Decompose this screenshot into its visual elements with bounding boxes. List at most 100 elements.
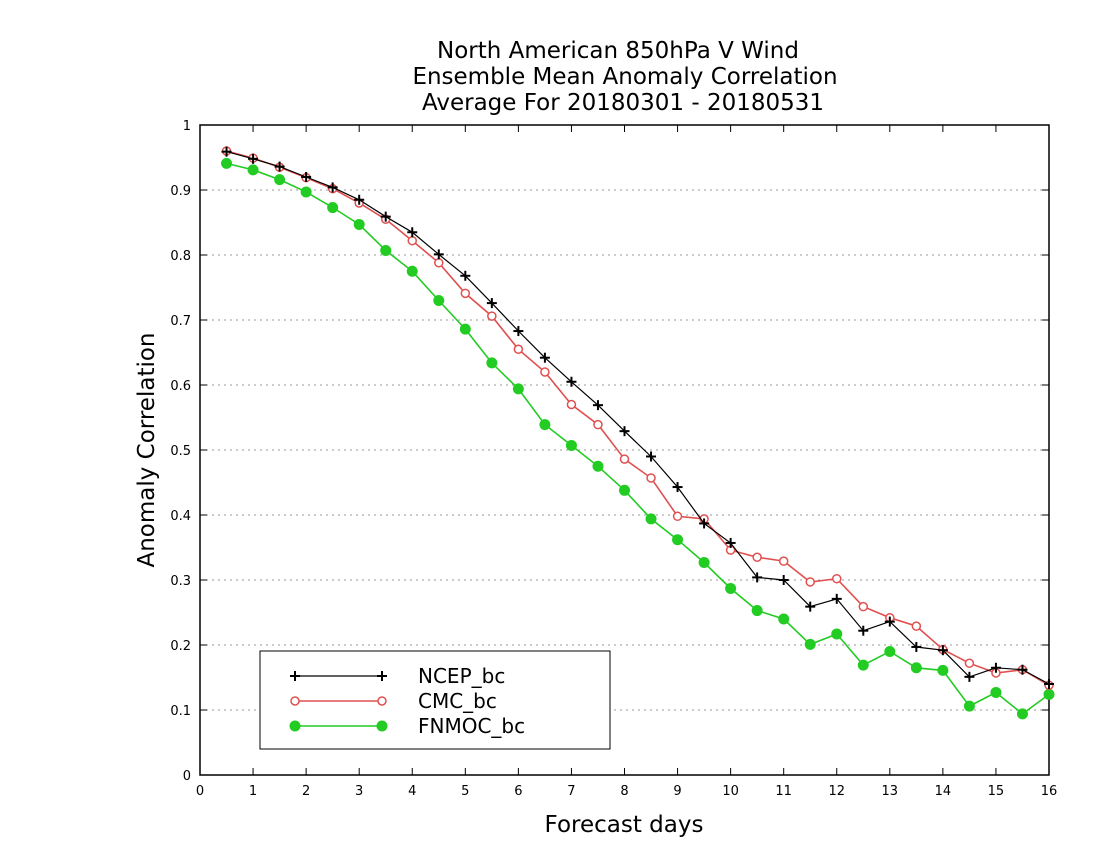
data-point bbox=[884, 616, 895, 627]
data-point bbox=[407, 227, 418, 238]
data-point bbox=[300, 186, 312, 198]
series-line bbox=[226, 162, 1050, 715]
title-line-1: North American 850hPa V Wind bbox=[437, 38, 799, 64]
data-point bbox=[990, 686, 1002, 698]
legend-entry-fnmoc-bc: FNMOC_bc bbox=[289, 714, 525, 738]
data-point bbox=[1043, 688, 1055, 700]
x-tick-label: 5 bbox=[461, 784, 469, 799]
data-point bbox=[805, 601, 816, 612]
x-tick-label: 12 bbox=[828, 784, 845, 799]
data-point bbox=[248, 153, 259, 164]
data-point bbox=[964, 671, 975, 682]
x-tick-label: 8 bbox=[620, 784, 628, 799]
data-point bbox=[911, 641, 922, 652]
data-point bbox=[646, 451, 657, 462]
data-point bbox=[377, 696, 387, 706]
title-line-2: Ensemble Mean Anomaly Correlation bbox=[412, 64, 837, 90]
grid bbox=[200, 189, 1049, 711]
x-tick-label: 14 bbox=[935, 784, 952, 799]
x-tick-label: 13 bbox=[882, 784, 899, 799]
legend-box bbox=[259, 650, 611, 750]
data-point bbox=[858, 601, 869, 612]
legend-label: CMC_bc bbox=[418, 689, 497, 713]
data-point bbox=[290, 696, 300, 706]
data-point bbox=[725, 582, 737, 594]
data-point bbox=[911, 621, 922, 631]
data-point bbox=[884, 646, 896, 657]
data-point bbox=[406, 265, 418, 277]
legend-label: NCEP_bc bbox=[418, 664, 505, 688]
data-point bbox=[752, 572, 763, 583]
data-point bbox=[434, 258, 444, 268]
data-point bbox=[433, 295, 445, 306]
data-point bbox=[858, 625, 869, 636]
data-point bbox=[857, 659, 869, 671]
data-point bbox=[672, 511, 683, 522]
series-line bbox=[226, 150, 1050, 686]
x-tick-label: 0 bbox=[196, 784, 204, 799]
data-point bbox=[592, 460, 604, 472]
y-tick-label: 0 bbox=[183, 769, 191, 784]
data-point bbox=[380, 211, 391, 222]
data-point bbox=[221, 157, 233, 169]
legend-entry-cmc-bc: CMC_bc bbox=[290, 689, 497, 713]
x-tick-label: 15 bbox=[988, 784, 1005, 799]
y-tick-label: 0.1 bbox=[170, 704, 191, 719]
data-point bbox=[752, 552, 762, 562]
data-point bbox=[513, 344, 524, 354]
data-point bbox=[963, 700, 975, 712]
data-point bbox=[593, 419, 603, 430]
data-point bbox=[354, 194, 365, 205]
series-ncep-bc bbox=[221, 146, 1054, 689]
data-point bbox=[1044, 679, 1054, 689]
data-point bbox=[831, 628, 843, 640]
data-point bbox=[377, 671, 387, 681]
x-axis-label: Forecast days bbox=[545, 812, 704, 838]
data-point bbox=[301, 172, 312, 182]
series-layer bbox=[221, 146, 1055, 720]
data-point bbox=[1016, 708, 1028, 720]
data-point bbox=[619, 426, 630, 437]
data-point bbox=[539, 419, 551, 431]
data-point bbox=[699, 518, 710, 529]
data-point bbox=[407, 235, 417, 246]
y-tick-label: 0.7 bbox=[170, 314, 191, 329]
data-point bbox=[274, 161, 285, 172]
data-point bbox=[290, 671, 300, 681]
data-point bbox=[804, 638, 816, 650]
data-point bbox=[778, 575, 789, 585]
data-point bbox=[539, 352, 550, 363]
data-point bbox=[698, 556, 710, 568]
data-point bbox=[832, 573, 842, 584]
x-tick-label: 7 bbox=[567, 784, 575, 799]
y-tick-label: 0.6 bbox=[170, 379, 191, 394]
legend-entry-ncep-bc: NCEP_bc bbox=[290, 664, 505, 688]
data-point bbox=[380, 244, 392, 256]
data-point bbox=[645, 513, 657, 525]
data-point bbox=[751, 605, 763, 617]
data-point bbox=[831, 593, 842, 604]
data-point bbox=[221, 146, 232, 157]
data-point bbox=[964, 658, 975, 668]
data-point bbox=[1017, 664, 1028, 675]
data-point bbox=[910, 662, 922, 674]
data-point bbox=[646, 473, 656, 483]
y-axis-label: Anomaly Correlation bbox=[134, 332, 160, 567]
data-point bbox=[460, 270, 471, 281]
series-line bbox=[226, 151, 1050, 685]
y-tick-label: 0.8 bbox=[170, 249, 191, 264]
data-point bbox=[990, 662, 1001, 673]
chart-title: North American 850hPa V Wind Ensemble Me… bbox=[412, 38, 837, 116]
series-fnmoc-bc bbox=[221, 157, 1055, 720]
x-axis: 0 1 2 3 4 5 6 7 8 9 10 11 12 13 14 15 16 bbox=[196, 125, 1057, 799]
x-tick-label: 3 bbox=[355, 784, 363, 799]
data-point bbox=[672, 534, 684, 546]
data-point bbox=[566, 376, 577, 387]
data-point bbox=[725, 537, 736, 548]
y-tick-label: 0.4 bbox=[170, 509, 191, 524]
x-tick-label: 9 bbox=[673, 784, 681, 799]
data-point bbox=[486, 357, 498, 369]
data-point bbox=[486, 298, 497, 309]
